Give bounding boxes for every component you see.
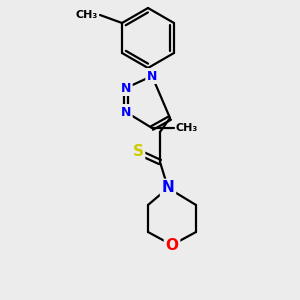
Text: N: N (147, 70, 157, 83)
Text: N: N (121, 106, 131, 118)
Text: N: N (121, 82, 131, 94)
Text: N: N (162, 181, 174, 196)
Text: CH₃: CH₃ (76, 10, 98, 20)
Text: O: O (166, 238, 178, 253)
Text: CH₃: CH₃ (176, 123, 198, 133)
Text: S: S (133, 145, 143, 160)
